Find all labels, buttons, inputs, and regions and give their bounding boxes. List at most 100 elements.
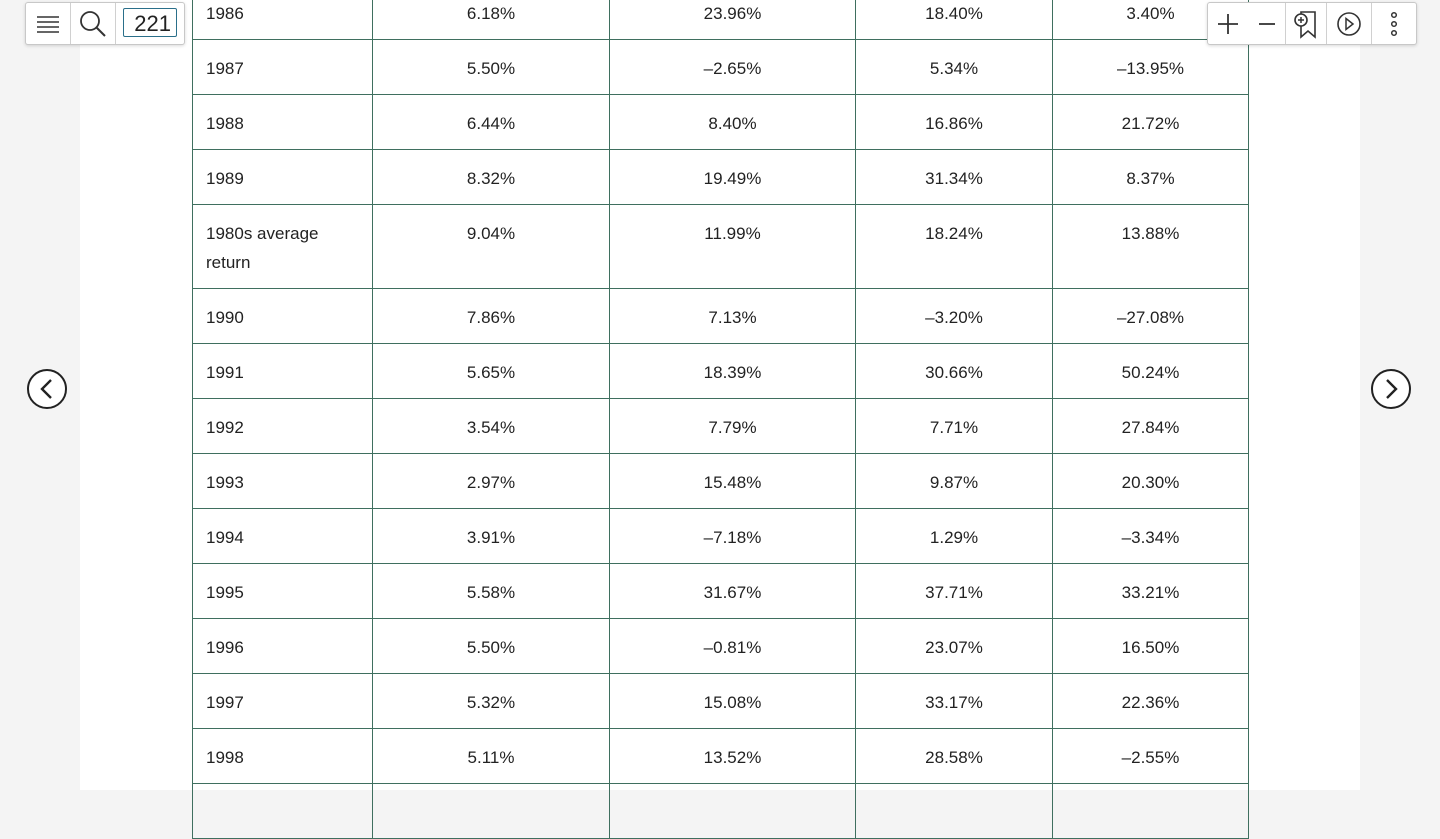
search-button[interactable] [71, 3, 116, 44]
row-label: 1992 [192, 398, 373, 454]
row-label: 1993 [192, 453, 373, 509]
cell: –13.95% [1052, 39, 1249, 95]
row-label: 1987 [192, 39, 373, 95]
cell: 16.50% [1052, 618, 1249, 674]
cell [1052, 783, 1249, 839]
table-row: 1995 5.58% 31.67% 37.71% 33.21% [192, 563, 1249, 619]
cell [609, 783, 856, 839]
row-label: 1997 [192, 673, 373, 729]
cell: 18.40% [855, 0, 1053, 40]
cell: 2.97% [372, 453, 610, 509]
cell: 5.58% [372, 563, 610, 619]
cell: 15.08% [609, 673, 856, 729]
cell: 5.65% [372, 343, 610, 399]
more-button[interactable] [1372, 3, 1416, 44]
cell: 3.91% [372, 508, 610, 564]
cell: 1.29% [855, 508, 1053, 564]
cell: 16.86% [855, 94, 1053, 150]
cell: –27.08% [1052, 288, 1249, 344]
cell: 23.96% [609, 0, 856, 40]
cell: 18.39% [609, 343, 856, 399]
cell: 5.11% [372, 728, 610, 784]
cell: 11.99% [609, 204, 856, 289]
table-row: 1987 5.50% –2.65% 5.34% –13.95% [192, 39, 1249, 95]
returns-table: 1986 6.18% 23.96% 18.40% 3.40% 1987 5.50% –2.65… [192, 0, 1249, 839]
zoom-out[interactable] [1248, 3, 1286, 44]
row-label: 1990 [192, 288, 373, 344]
row-label: 1995 [192, 563, 373, 619]
cell [855, 783, 1053, 839]
cell: 3.54% [372, 398, 610, 454]
menu-button[interactable] [26, 3, 71, 44]
next-page[interactable] [1371, 369, 1411, 409]
cell: 9.87% [855, 453, 1053, 509]
cell: 7.79% [609, 398, 856, 454]
table-row: 1991 5.65% 18.39% 30.66% 50.24% [192, 343, 1249, 399]
cell [372, 783, 610, 839]
left-toolbar: 221 [25, 2, 185, 45]
cell: 22.36% [1052, 673, 1249, 729]
cell: 13.88% [1052, 204, 1249, 289]
table-row: 1980s average return 9.04% 11.99% 18.24% 13.… [192, 204, 1249, 289]
cell: 8.37% [1052, 149, 1249, 205]
cell: 33.17% [855, 673, 1053, 729]
cell: 31.67% [609, 563, 856, 619]
cell: 27.84% [1052, 398, 1249, 454]
cell: 20.30% [1052, 453, 1249, 509]
play-button[interactable] [1327, 3, 1372, 44]
cell: 15.48% [609, 453, 856, 509]
cell: 21.72% [1052, 94, 1249, 150]
previous-page[interactable] [27, 369, 67, 409]
zoom-in[interactable] [1208, 3, 1248, 44]
table-row: 1992 3.54% 7.79% 7.71% 27.84% [192, 398, 1249, 454]
table-row: 1998 5.11% 13.52% 28.58% –2.55% [192, 728, 1249, 784]
table-row: 1994 3.91% –7.18% 1.29% –3.34% [192, 508, 1249, 564]
cell: 23.07% [855, 618, 1053, 674]
table-row: 1993 2.97% 15.48% 9.87% 20.30% [192, 453, 1249, 509]
cell: 37.71% [855, 563, 1053, 619]
table-row: 1997 5.32% 15.08% 33.17% 22.36% [192, 673, 1249, 729]
table-row: 1990 7.86% 7.13% –3.20% –27.08% [192, 288, 1249, 344]
cell: 28.58% [855, 728, 1053, 784]
cell: 7.71% [855, 398, 1053, 454]
table-row: 1996 5.50% –0.81% 23.07% 16.50% [192, 618, 1249, 674]
table-row: 1986 6.18% 23.96% 18.40% 3.40% [192, 0, 1249, 40]
cell: 6.18% [372, 0, 610, 40]
cell: 18.24% [855, 204, 1053, 289]
row-label: 1996 [192, 618, 373, 674]
cell: 5.32% [372, 673, 610, 729]
cell: 8.40% [609, 94, 856, 150]
row-label: 1986 [192, 0, 373, 40]
cell: –3.20% [855, 288, 1053, 344]
cell: 6.44% [372, 94, 610, 150]
row-label: 1988 [192, 94, 373, 150]
cell: 50.24% [1052, 343, 1249, 399]
cell: 8.32% [372, 149, 610, 205]
cell: –3.34% [1052, 508, 1249, 564]
cell: –0.81% [609, 618, 856, 674]
page-input[interactable]: 221 [123, 8, 177, 37]
row-label: 1989 [192, 149, 373, 205]
cell: 33.21% [1052, 563, 1249, 619]
table-row [192, 783, 1249, 839]
cell: –7.18% [609, 508, 856, 564]
cell: 7.86% [372, 288, 610, 344]
row-label: 1994 [192, 508, 373, 564]
cell: 13.52% [609, 728, 856, 784]
bookmark-button[interactable] [1286, 3, 1327, 44]
cell: 19.49% [609, 149, 856, 205]
cell: –2.65% [609, 39, 856, 95]
row-label: 1991 [192, 343, 373, 399]
viewer: 1986 6.18% 23.96% 18.40% 3.40% 1987 5.50% –2.65… [25, 0, 1417, 839]
row-label: 1998 [192, 728, 373, 784]
cell: 9.04% [372, 204, 610, 289]
cell: 5.34% [855, 39, 1053, 95]
cell: 5.50% [372, 618, 610, 674]
row-label: 1980s average return [192, 204, 373, 289]
table-row: 1988 6.44% 8.40% 16.86% 21.72% [192, 94, 1249, 150]
cell [192, 783, 373, 839]
cell: 30.66% [855, 343, 1053, 399]
table-row: 1989 8.32% 19.49% 31.34% 8.37% [192, 149, 1249, 205]
cell: 31.34% [855, 149, 1053, 205]
cell: 5.50% [372, 39, 610, 95]
